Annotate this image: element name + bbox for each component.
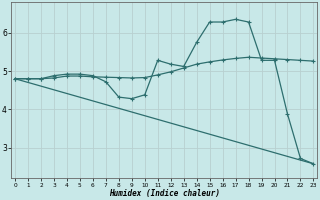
X-axis label: Humidex (Indice chaleur): Humidex (Indice chaleur) xyxy=(109,189,220,198)
